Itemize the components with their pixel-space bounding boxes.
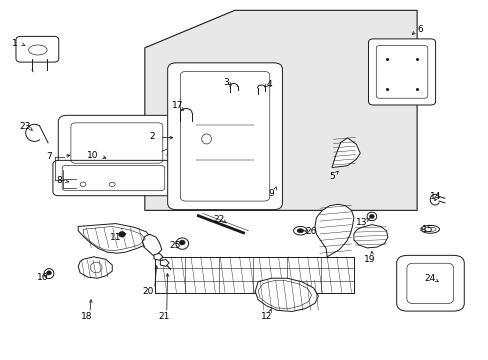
Text: 9: 9 xyxy=(268,189,274,198)
FancyBboxPatch shape xyxy=(167,63,282,210)
Text: 26: 26 xyxy=(305,227,316,236)
Text: 12: 12 xyxy=(260,312,271,321)
Polygon shape xyxy=(115,229,129,242)
Polygon shape xyxy=(144,10,416,210)
Text: 11: 11 xyxy=(110,233,121,242)
Ellipse shape xyxy=(109,182,115,186)
Polygon shape xyxy=(90,262,102,273)
Text: 5: 5 xyxy=(328,172,334,181)
Text: 3: 3 xyxy=(223,78,228,87)
Polygon shape xyxy=(366,212,376,221)
Text: 7: 7 xyxy=(46,152,52,161)
Polygon shape xyxy=(255,278,318,311)
Text: 23: 23 xyxy=(19,122,30,131)
Text: 4: 4 xyxy=(266,80,272,89)
Text: 8: 8 xyxy=(57,176,62,185)
Text: 24: 24 xyxy=(424,274,435,283)
Text: 15: 15 xyxy=(421,225,432,234)
Polygon shape xyxy=(78,224,151,253)
Polygon shape xyxy=(78,257,112,278)
Text: 19: 19 xyxy=(364,255,375,264)
Ellipse shape xyxy=(420,225,439,233)
Text: 17: 17 xyxy=(171,101,183,110)
Text: 14: 14 xyxy=(429,192,441,201)
Polygon shape xyxy=(176,238,188,249)
Polygon shape xyxy=(154,253,163,260)
Polygon shape xyxy=(331,138,360,167)
Polygon shape xyxy=(179,240,185,245)
Polygon shape xyxy=(369,214,373,219)
Text: 25: 25 xyxy=(169,240,181,249)
Polygon shape xyxy=(314,204,353,257)
Text: 6: 6 xyxy=(417,25,423,34)
Polygon shape xyxy=(119,231,125,237)
Polygon shape xyxy=(296,229,303,233)
Text: 1: 1 xyxy=(12,39,18,48)
Text: 18: 18 xyxy=(81,312,92,321)
FancyBboxPatch shape xyxy=(16,36,59,62)
FancyBboxPatch shape xyxy=(58,115,175,170)
Text: 13: 13 xyxy=(356,218,367,227)
Text: 22: 22 xyxy=(213,215,224,224)
FancyBboxPatch shape xyxy=(396,255,463,311)
Text: 20: 20 xyxy=(142,287,154,296)
Polygon shape xyxy=(44,269,54,279)
Polygon shape xyxy=(293,226,306,235)
Ellipse shape xyxy=(80,182,86,186)
Text: 21: 21 xyxy=(158,312,170,321)
FancyBboxPatch shape xyxy=(53,160,174,196)
Text: 16: 16 xyxy=(37,273,48,282)
Polygon shape xyxy=(160,260,169,266)
Polygon shape xyxy=(46,271,51,275)
Polygon shape xyxy=(142,234,162,257)
Text: 2: 2 xyxy=(149,132,155,141)
Polygon shape xyxy=(353,225,387,248)
FancyBboxPatch shape xyxy=(368,39,435,105)
Text: 10: 10 xyxy=(87,151,99,160)
